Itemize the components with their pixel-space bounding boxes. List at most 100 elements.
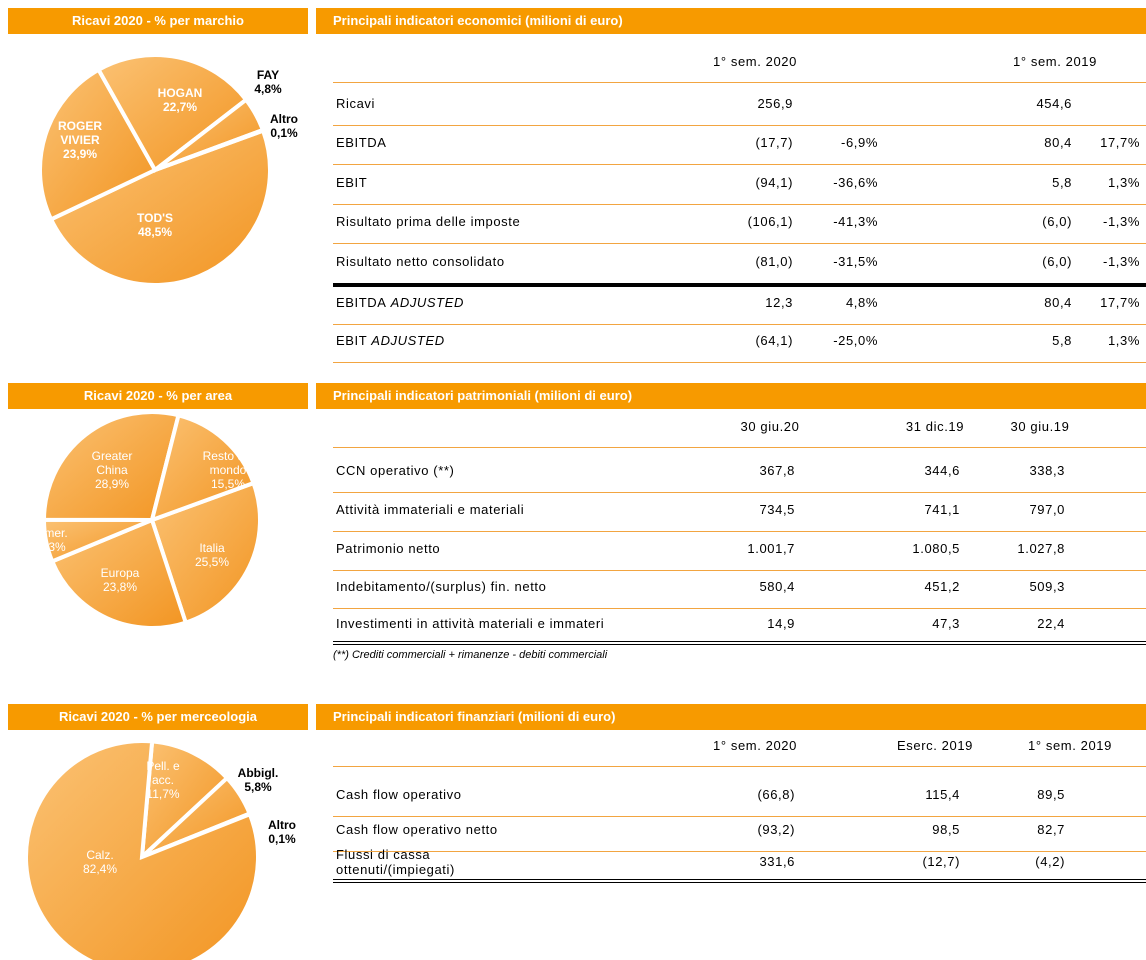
- cell-value: (93,2): [757, 822, 795, 837]
- cell-value: 344,6: [924, 463, 960, 478]
- row-label: Attività immateriali e materiali: [336, 502, 706, 517]
- slice-value: 15,5%: [210, 477, 246, 491]
- slice-category: Italia: [199, 541, 225, 555]
- slice-value: 48,5%: [137, 225, 173, 239]
- row-label: EBIT ADJUSTED: [336, 333, 706, 348]
- column-header: 1° sem. 2019: [1028, 738, 1112, 753]
- slice-category: Altro: [268, 818, 296, 832]
- slice-label: Europa 23,8%: [90, 566, 150, 594]
- row-label-text: Indebitamento/(surplus) fin. netto: [336, 579, 547, 594]
- table-title: Principali indicatori finanziari (milion…: [316, 704, 1146, 730]
- cell-value: (64,1): [755, 333, 793, 348]
- rule: [333, 164, 1146, 165]
- row-label-text: Patrimonio netto: [336, 541, 441, 556]
- slice-value: 28,9%: [94, 477, 130, 491]
- row-label: Cash flow operativo: [336, 787, 706, 802]
- row-label-text: EBITDA: [336, 295, 387, 310]
- column-header: Eserc. 2019: [897, 738, 973, 753]
- cell-value: (81,0): [755, 254, 793, 269]
- row-label-text: Investimenti in attività materiali e imm…: [336, 616, 605, 631]
- slice-value: 82,4%: [82, 862, 118, 876]
- slice-label: Abbigl. 5,8%: [228, 766, 288, 794]
- cell-value: 80,4: [1044, 295, 1072, 310]
- slice-value: 4,8%: [254, 82, 282, 96]
- slice-label: Amer. 6,3%: [32, 526, 72, 554]
- divider: [333, 283, 1146, 287]
- rule: [333, 531, 1146, 532]
- rule: [333, 608, 1146, 609]
- slice-label: Italia 25,5%: [182, 541, 242, 569]
- column-header: 31 dic.19: [905, 419, 965, 434]
- slice-category: Calz.: [86, 848, 114, 862]
- cell-value: 741,1: [924, 502, 960, 517]
- row-label: CCN operativo (**): [336, 463, 706, 478]
- cell-value: (12,7): [922, 854, 960, 869]
- cell-value: 47,3: [932, 616, 960, 631]
- slice-value: 25,5%: [194, 555, 230, 569]
- cell-value: 80,4: [1044, 135, 1072, 150]
- slice-category: Amer.: [36, 526, 68, 540]
- table-note: (**) Crediti commerciali + rimanenze - d…: [333, 649, 608, 661]
- slice-category: Pell. e acc.: [146, 759, 180, 787]
- cell-value: 89,5: [1037, 787, 1065, 802]
- pie-slice: [95, 53, 249, 173]
- cell-value: -6,9%: [841, 135, 878, 150]
- cell-value: 5,8: [1052, 333, 1072, 348]
- slice-category: Altro: [270, 112, 298, 126]
- row-label: Cash flow operativo netto: [336, 822, 706, 837]
- cell-value: (66,8): [757, 787, 795, 802]
- row-label: Risultato prima delle imposte: [336, 214, 706, 229]
- pie-slice: [139, 739, 230, 862]
- cell-value: 14,9: [767, 616, 795, 631]
- cell-value: 1.001,7: [747, 541, 795, 556]
- column-header: 1° sem. 2020: [713, 738, 797, 753]
- row-label-italic: ADJUSTED: [371, 333, 445, 348]
- slice-label: Altro 0,1%: [259, 112, 309, 140]
- cell-value: 509,3: [1029, 579, 1065, 594]
- table-title: Principali indicatori economici (milioni…: [316, 8, 1146, 34]
- row-label-text: Risultato prima delle imposte: [336, 214, 521, 229]
- row-label-text: Ricavi: [336, 96, 375, 111]
- row-label-text: EBIT: [336, 175, 368, 190]
- rule: [333, 816, 1146, 817]
- double-rule: [333, 641, 1146, 645]
- rule: [333, 492, 1146, 493]
- row-label-text: Risultato netto consolidato: [336, 254, 505, 269]
- cell-value: 12,3: [765, 295, 793, 310]
- cell-value: 17,7%: [1100, 295, 1140, 310]
- rule: [333, 125, 1146, 126]
- pie-title: Ricavi 2020 - % per merceologia: [8, 704, 308, 730]
- cell-value: 256,9: [757, 96, 793, 111]
- row-label-text: EBITDA: [336, 135, 387, 150]
- pie-slice: [24, 739, 260, 960]
- slice-category: ROGER VIVIER: [57, 119, 102, 147]
- slice-label: Resto del mondo 15,5%: [201, 449, 256, 491]
- cell-value: 22,4: [1037, 616, 1065, 631]
- row-label-text: EBIT: [336, 333, 368, 348]
- pie-slice: [41, 410, 181, 523]
- column-header: 1° sem. 2019: [1013, 54, 1097, 69]
- rule: [333, 851, 1146, 852]
- cell-value: 797,0: [1029, 502, 1065, 517]
- slice-value: 22,7%: [162, 100, 198, 114]
- row-label: Indebitamento/(surplus) fin. netto: [336, 579, 706, 594]
- row-label: Flussi di cassa ottenuti/(impiegati): [336, 847, 506, 877]
- slice-label: HOGAN 22,7%: [145, 86, 215, 114]
- cell-value: (106,1): [747, 214, 793, 229]
- cell-value: -41,3%: [833, 214, 878, 229]
- cell-value: (6,0): [1042, 254, 1072, 269]
- row-label-text: Attività immateriali e materiali: [336, 502, 525, 517]
- slice-value: 6,3%: [38, 540, 66, 554]
- slice-category: FAY: [256, 68, 280, 82]
- double-rule: [333, 879, 1146, 883]
- cell-value: (94,1): [755, 175, 793, 190]
- slice-value: 23,8%: [102, 580, 138, 594]
- cell-value: 5,8: [1052, 175, 1072, 190]
- rule: [333, 204, 1146, 205]
- slice-label: FAY 4,8%: [243, 68, 293, 96]
- pie-slice: [38, 67, 158, 222]
- pie-title: Ricavi 2020 - % per marchio: [8, 8, 308, 34]
- cell-value: 1.080,5: [912, 541, 960, 556]
- cell-value: 338,3: [1029, 463, 1065, 478]
